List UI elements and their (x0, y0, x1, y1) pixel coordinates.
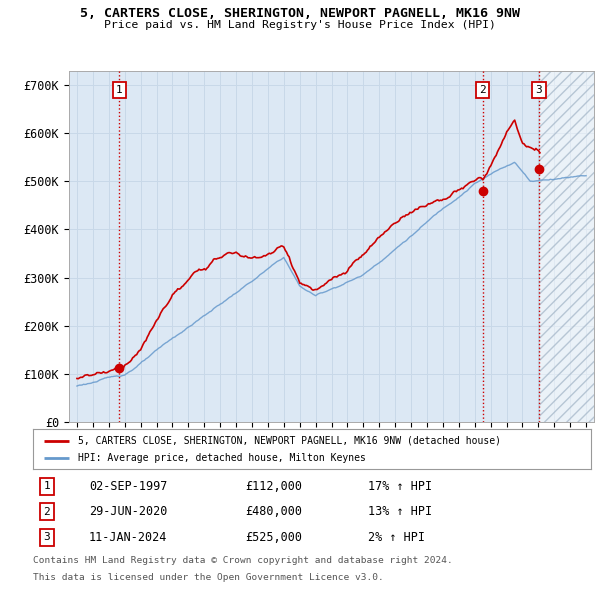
Text: £112,000: £112,000 (245, 480, 302, 493)
Bar (539, 71, 600, 422)
Text: Contains HM Land Registry data © Crown copyright and database right 2024.: Contains HM Land Registry data © Crown c… (33, 556, 453, 565)
Text: Price paid vs. HM Land Registry's House Price Index (HPI): Price paid vs. HM Land Registry's House … (104, 20, 496, 30)
Text: 3: 3 (44, 532, 50, 542)
Text: 1: 1 (116, 85, 123, 95)
Text: £480,000: £480,000 (245, 505, 302, 519)
Bar (539, 71, 600, 422)
Text: 2: 2 (479, 85, 486, 95)
Text: 13% ↑ HPI: 13% ↑ HPI (368, 505, 432, 519)
Text: This data is licensed under the Open Government Licence v3.0.: This data is licensed under the Open Gov… (33, 573, 384, 582)
Text: 2% ↑ HPI: 2% ↑ HPI (368, 531, 425, 544)
Text: £525,000: £525,000 (245, 531, 302, 544)
Text: HPI: Average price, detached house, Milton Keynes: HPI: Average price, detached house, Milt… (77, 453, 365, 463)
Text: 3: 3 (535, 85, 542, 95)
Text: 1: 1 (44, 481, 50, 491)
Text: 2: 2 (44, 507, 50, 517)
Text: 02-SEP-1997: 02-SEP-1997 (89, 480, 167, 493)
Text: 5, CARTERS CLOSE, SHERINGTON, NEWPORT PAGNELL, MK16 9NW: 5, CARTERS CLOSE, SHERINGTON, NEWPORT PA… (80, 7, 520, 20)
Text: 11-JAN-2024: 11-JAN-2024 (89, 531, 167, 544)
Text: 29-JUN-2020: 29-JUN-2020 (89, 505, 167, 519)
Text: 17% ↑ HPI: 17% ↑ HPI (368, 480, 432, 493)
Text: 5, CARTERS CLOSE, SHERINGTON, NEWPORT PAGNELL, MK16 9NW (detached house): 5, CARTERS CLOSE, SHERINGTON, NEWPORT PA… (77, 436, 500, 446)
